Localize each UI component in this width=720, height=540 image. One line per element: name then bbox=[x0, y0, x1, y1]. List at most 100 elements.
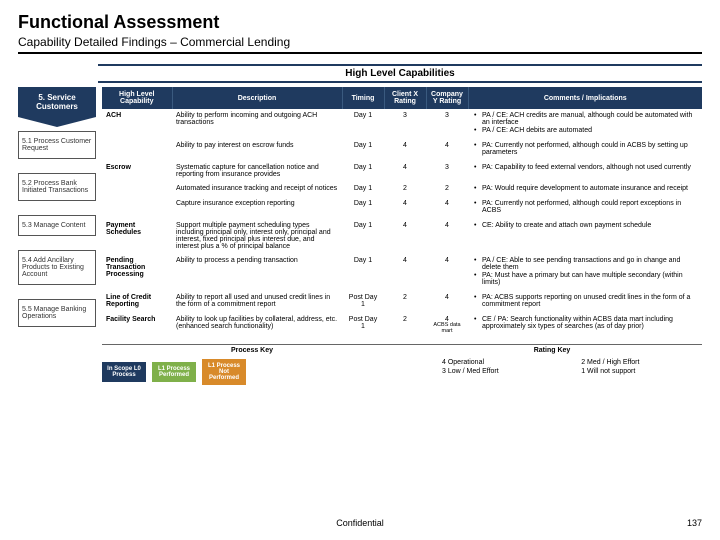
comment-bullet: PA: Capability to feed external vendors,… bbox=[472, 164, 698, 171]
table-row: Escrow Systematic capture for cancellati… bbox=[102, 161, 702, 182]
cell-timing: Post Day 1 bbox=[342, 291, 384, 313]
sidebar: 5. Service Customers 5.1 Process Custome… bbox=[18, 87, 96, 385]
cell-description: Support multiple payment scheduling type… bbox=[172, 219, 342, 254]
cell-company-y-rating: 4 bbox=[426, 197, 468, 219]
capability-table: High Level Capability Description Timing… bbox=[102, 87, 702, 338]
cell-capability: ACH bbox=[102, 109, 172, 139]
table-row: Pending Transaction Processing Ability t… bbox=[102, 254, 702, 291]
table-row: Line of Credit Reporting Ability to repo… bbox=[102, 291, 702, 313]
table-row: Capture insurance exception reporting Da… bbox=[102, 197, 702, 219]
cell-description: Automated insurance tracking and receipt… bbox=[172, 182, 342, 197]
key-in-scope: In Scope L0 Process bbox=[102, 362, 146, 382]
stage-flag: 5. Service Customers bbox=[18, 87, 96, 117]
cell-client-x-rating: 4 bbox=[384, 161, 426, 182]
table-row: Automated insurance tracking and receipt… bbox=[102, 182, 702, 197]
cell-company-y-rating: 3 bbox=[426, 161, 468, 182]
cell-client-x-rating: 4 bbox=[384, 197, 426, 219]
cell-client-x-rating: 2 bbox=[384, 313, 426, 338]
cell-client-x-rating: 4 bbox=[384, 219, 426, 254]
cell-comments: CE / PA: Search functionality within ACB… bbox=[468, 313, 702, 338]
cell-timing: Day 1 bbox=[342, 197, 384, 219]
cell-timing: Day 1 bbox=[342, 254, 384, 291]
cell-description: Ability to look up facilities by collate… bbox=[172, 313, 342, 338]
step-5-3: 5.3 Manage Content bbox=[18, 215, 96, 236]
rating-item: 2 Med / High Effort bbox=[581, 359, 702, 366]
table-row: Ability to pay interest on escrow funds … bbox=[102, 139, 702, 161]
cell-description: Capture insurance exception reporting bbox=[172, 197, 342, 219]
page-title: Functional Assessment bbox=[18, 12, 702, 33]
cell-capability: Payment Schedules bbox=[102, 219, 172, 254]
cell-company-y-rating: 4 bbox=[426, 291, 468, 313]
page-number: 137 bbox=[687, 518, 702, 528]
cell-company-y-rating: 4ACBS data mart bbox=[426, 313, 468, 338]
cell-company-y-rating: 2 bbox=[426, 182, 468, 197]
cell-comments: PA: Currently not performed, although co… bbox=[468, 197, 702, 219]
comment-bullet: PA / CE: Able to see pending transaction… bbox=[472, 257, 698, 271]
cell-company-y-rating: 4 bbox=[426, 219, 468, 254]
comment-bullet: PA: Would require development to automat… bbox=[472, 185, 698, 192]
comment-bullet: CE: Ability to create and attach own pay… bbox=[472, 222, 698, 229]
cell-description: Ability to report all used and unused cr… bbox=[172, 291, 342, 313]
col-capability: High Level Capability bbox=[102, 87, 172, 109]
cell-capability: Line of Credit Reporting bbox=[102, 291, 172, 313]
cell-comments: PA: Capability to feed external vendors,… bbox=[468, 161, 702, 182]
table-row: Facility Search Ability to look up facil… bbox=[102, 313, 702, 338]
rating-item: 1 Will not support bbox=[581, 368, 702, 375]
col-timing: Timing bbox=[342, 87, 384, 109]
cell-description: Systematic capture for cancellation noti… bbox=[172, 161, 342, 182]
cell-timing: Day 1 bbox=[342, 161, 384, 182]
section-header: High Level Capabilities bbox=[98, 64, 702, 83]
comment-bullet: PA: ACBS supports reporting on unused cr… bbox=[472, 294, 698, 308]
cell-timing: Post Day 1 bbox=[342, 313, 384, 338]
step-5-5: 5.5 Manage Banking Operations bbox=[18, 299, 96, 327]
cell-company-y-rating: 4 bbox=[426, 254, 468, 291]
cell-comments: PA: Currently not performed, although co… bbox=[468, 139, 702, 161]
cell-comments: PA: Would require development to automat… bbox=[468, 182, 702, 197]
key-not-performed: L1 Process Not Performed bbox=[202, 359, 246, 385]
table-row: Payment Schedules Support multiple payme… bbox=[102, 219, 702, 254]
cell-capability bbox=[102, 182, 172, 197]
col-description: Description bbox=[172, 87, 342, 109]
cell-timing: Day 1 bbox=[342, 182, 384, 197]
comment-bullet: CE / PA: Search functionality within ACB… bbox=[472, 316, 698, 330]
comment-bullet: PA: Must have a primary but can have mul… bbox=[472, 272, 698, 286]
cell-description: Ability to perform incoming and outgoing… bbox=[172, 109, 342, 139]
cell-capability: Escrow bbox=[102, 161, 172, 182]
cell-timing: Day 1 bbox=[342, 219, 384, 254]
cell-company-y-rating: 3 bbox=[426, 109, 468, 139]
cell-timing: Day 1 bbox=[342, 109, 384, 139]
step-5-4: 5.4 Add Ancillary Products to Existing A… bbox=[18, 250, 96, 285]
cell-description: Ability to process a pending transaction bbox=[172, 254, 342, 291]
table-row: ACH Ability to perform incoming and outg… bbox=[102, 109, 702, 139]
comment-bullet: PA: Currently not performed, although co… bbox=[472, 142, 698, 156]
process-key: Process Key In Scope L0 Process L1 Proce… bbox=[102, 344, 402, 385]
comment-bullet: PA / CE: ACH credits are manual, althoug… bbox=[472, 112, 698, 126]
cell-description: Ability to pay interest on escrow funds bbox=[172, 139, 342, 161]
cell-comments: CE: Ability to create and attach own pay… bbox=[468, 219, 702, 254]
rating-key: Rating Key 4 Operational2 Med / High Eff… bbox=[402, 344, 702, 385]
cell-client-x-rating: 4 bbox=[384, 254, 426, 291]
cell-comments: PA / CE: Able to see pending transaction… bbox=[468, 254, 702, 291]
cell-client-x-rating: 3 bbox=[384, 109, 426, 139]
cell-comments: PA: ACBS supports reporting on unused cr… bbox=[468, 291, 702, 313]
key-performed: L1 Process Performed bbox=[152, 362, 196, 382]
step-5-1: 5.1 Process Customer Request bbox=[18, 131, 96, 159]
comment-bullet: PA / CE: ACH debits are automated bbox=[472, 127, 698, 134]
step-5-2: 5.2 Process Bank Initiated Transactions bbox=[18, 173, 96, 201]
cell-comments: PA / CE: ACH credits are manual, althoug… bbox=[468, 109, 702, 139]
cell-client-x-rating: 2 bbox=[384, 182, 426, 197]
cell-capability: Facility Search bbox=[102, 313, 172, 338]
rating-item: 3 Low / Med Effort bbox=[442, 368, 561, 375]
col-company-y: Company Y Rating bbox=[426, 87, 468, 109]
cell-client-x-rating: 2 bbox=[384, 291, 426, 313]
cell-capability bbox=[102, 197, 172, 219]
cell-capability: Pending Transaction Processing bbox=[102, 254, 172, 291]
cell-client-x-rating: 4 bbox=[384, 139, 426, 161]
rating-item: 4 Operational bbox=[442, 359, 561, 366]
cell-company-y-rating: 4 bbox=[426, 139, 468, 161]
comment-bullet: PA: Currently not performed, although co… bbox=[472, 200, 698, 214]
page-subtitle: Capability Detailed Findings – Commercia… bbox=[18, 35, 702, 54]
cell-capability bbox=[102, 139, 172, 161]
cell-timing: Day 1 bbox=[342, 139, 384, 161]
col-comments: Comments / Implications bbox=[468, 87, 702, 109]
